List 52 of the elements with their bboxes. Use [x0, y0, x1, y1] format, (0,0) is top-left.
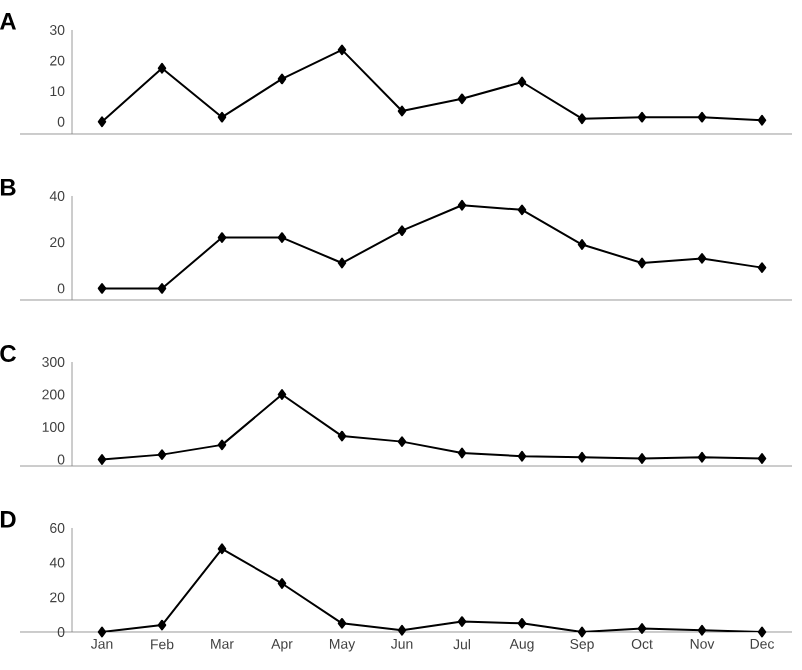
point: [217, 439, 227, 451]
point: [457, 616, 467, 627]
point: [697, 624, 707, 636]
point: [277, 232, 287, 243]
chart-title: C: [0, 345, 16, 362]
point: [757, 453, 767, 464]
point: [277, 73, 287, 85]
point: [337, 617, 347, 629]
point: [637, 111, 647, 123]
chart-title: D: [0, 511, 16, 528]
point: [637, 453, 647, 464]
point: [757, 114, 767, 126]
point: [577, 626, 587, 638]
point: [457, 447, 467, 459]
point: [337, 44, 347, 56]
point: [517, 76, 527, 88]
point: [637, 623, 647, 634]
point: [97, 116, 107, 128]
point: [457, 93, 467, 105]
point: [157, 283, 167, 294]
point: [397, 624, 407, 636]
point: [157, 449, 167, 461]
point: [577, 239, 587, 250]
point: [757, 626, 767, 638]
chart-title: B: [0, 179, 16, 196]
point: [517, 617, 527, 629]
point: [217, 232, 227, 243]
point: [757, 262, 767, 274]
point: [397, 225, 407, 237]
point: [277, 578, 287, 589]
point: [457, 199, 467, 211]
point: [97, 283, 107, 294]
point: [397, 105, 407, 117]
point: [577, 451, 587, 463]
point: [157, 62, 167, 74]
point: [157, 619, 167, 631]
point: [697, 451, 707, 463]
point: [337, 257, 347, 269]
point: [337, 430, 347, 442]
point: [277, 389, 287, 400]
point: [697, 111, 707, 123]
point: [397, 436, 407, 448]
point: [97, 454, 107, 465]
chart-title: A: [0, 13, 16, 30]
point: [577, 113, 587, 125]
point: [97, 626, 107, 638]
point: [517, 450, 527, 462]
point: [517, 204, 527, 216]
point: [217, 543, 227, 555]
point: [217, 111, 227, 123]
point: [637, 257, 647, 269]
point: [697, 253, 707, 264]
